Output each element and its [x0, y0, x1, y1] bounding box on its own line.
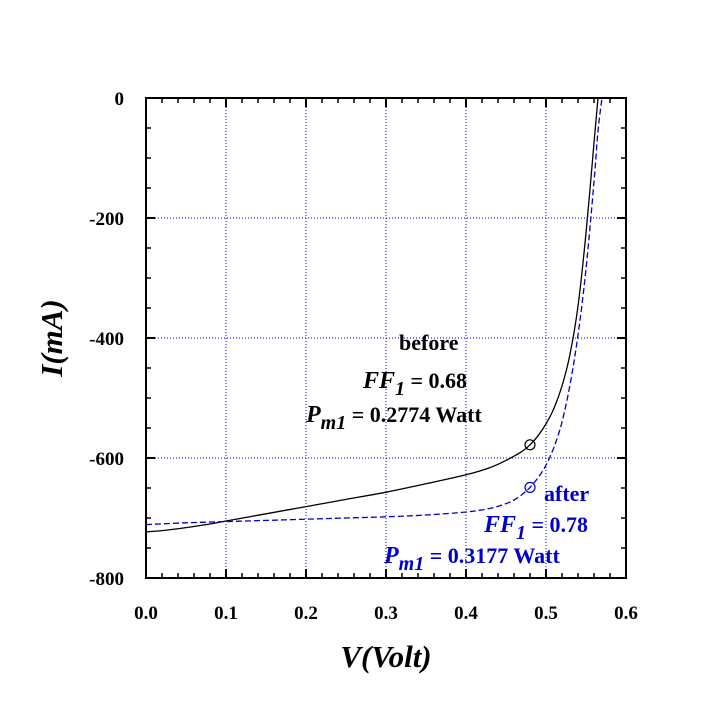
pm-subscript: m1	[321, 412, 347, 434]
grid-lines	[146, 98, 626, 578]
ff-symbol: FF	[362, 368, 395, 394]
y-tick-label: -600	[89, 449, 124, 470]
y-tick-label: -400	[89, 329, 124, 350]
pm-symbol: P	[305, 402, 321, 428]
max-power-point-before	[524, 439, 536, 451]
annotation-before-label: before	[399, 330, 459, 355]
x-axis-title: V(Volt)	[340, 639, 431, 674]
pm-symbol: P	[383, 543, 399, 569]
annotation-before: before FF1 = 0.68 Pm1 = 0.2774 Watt	[305, 330, 482, 434]
ticks	[145, 97, 627, 579]
marker-layer	[524, 439, 536, 493]
x-tick-label: 0.0	[134, 603, 158, 624]
max-power-point-after	[524, 481, 536, 493]
annotation-before-ff: FF1 = 0.68	[362, 368, 467, 400]
ff-value: = 0.68	[405, 368, 467, 393]
ff-symbol: FF	[483, 512, 516, 538]
tick-labels: 0.0 0.1 0.2 0.3 0.4 0.5 0.6 0 -200 -400 -600 -800	[89, 89, 638, 624]
pm-value: = 0.3177 Watt	[424, 543, 560, 568]
x-tick-label: 0.2	[294, 603, 318, 624]
ff-subscript: 1	[516, 522, 526, 544]
x-tick-label: 0.4	[454, 603, 478, 624]
series-line-before	[145, 97, 599, 533]
y-axis-title: I(mA)	[34, 299, 69, 378]
y-tick-label: 0	[115, 89, 125, 110]
annotation-after-ff: FF1 = 0.78	[483, 512, 588, 544]
ff-value: = 0.78	[526, 512, 588, 537]
pm-value: = 0.2774 Watt	[346, 402, 482, 427]
y-tick-label: -200	[89, 209, 124, 230]
ff-subscript: 1	[395, 378, 405, 400]
annotation-before-pm: Pm1 = 0.2774 Watt	[305, 402, 482, 434]
y-tick-label: -800	[89, 569, 124, 590]
x-tick-label: 0.1	[214, 603, 238, 624]
x-tick-label: 0.3	[374, 603, 398, 624]
annotation-after-label: after	[544, 481, 589, 506]
annotation-after-pm: Pm1 = 0.3177 Watt	[383, 543, 560, 575]
annotation-after: after FF1 = 0.78 Pm1 = 0.3177 Watt	[383, 481, 589, 575]
series-layer	[145, 97, 603, 533]
x-tick-label: 0.6	[614, 603, 638, 624]
pm-subscript: m1	[399, 553, 425, 575]
series-line-after	[145, 97, 603, 526]
x-tick-label: 0.5	[534, 603, 558, 624]
